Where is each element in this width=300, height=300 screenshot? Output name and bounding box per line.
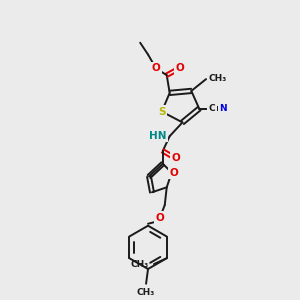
Text: O: O <box>169 168 178 178</box>
Text: C: C <box>209 104 215 113</box>
Text: HN: HN <box>149 131 167 141</box>
Text: O: O <box>175 63 184 73</box>
Text: CH₃: CH₃ <box>137 288 155 297</box>
Text: S: S <box>158 106 166 117</box>
Text: O: O <box>155 213 164 223</box>
Text: CH₃: CH₃ <box>208 74 226 82</box>
Text: CH₃: CH₃ <box>131 260 149 268</box>
Text: N: N <box>219 104 226 113</box>
Text: O: O <box>171 153 180 163</box>
Text: O: O <box>152 63 160 73</box>
